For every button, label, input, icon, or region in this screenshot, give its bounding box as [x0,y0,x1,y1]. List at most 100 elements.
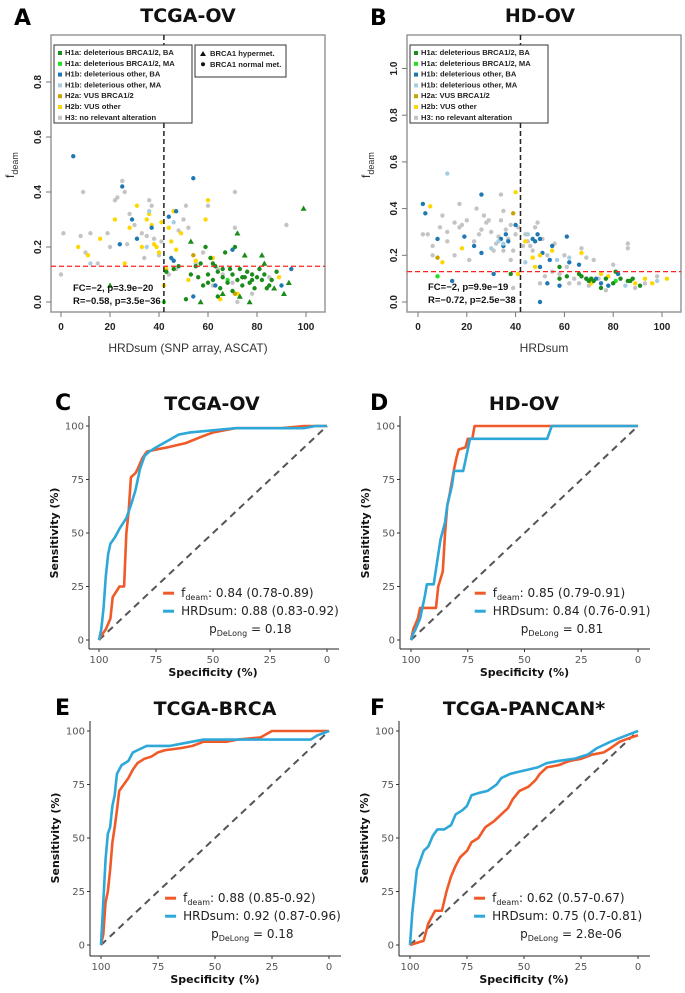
data-point-H3 [532,225,538,230]
data-point-H2a [191,253,196,258]
data-point-H1b_BA [166,214,171,219]
data-point-H2b [276,275,282,280]
panel-letter: B [370,6,387,31]
shape-legend-entry: BRCA1 normal met. [210,60,281,69]
delong-pvalue: pDeLong = 0.18 [211,927,293,943]
legend-swatch [414,115,418,120]
data-point-H1a_BA [198,261,203,266]
data-point-H3 [467,257,472,263]
data-point-H1a_BA [564,274,570,279]
data-point-H2b [428,204,433,209]
legend-auc: : 0.85 (0.79-0.91) [520,586,626,600]
data-point-H1a_BA [222,250,228,255]
stats-text: FC=−2, p=9.9e−19 [428,282,508,293]
data-point-H1b_BA [279,283,284,288]
y-tick-label: 0.2 [389,248,400,262]
chart-title: TCGA-OV [164,393,260,415]
stats-text: FC=−2, p=3.9e−20 [73,283,153,294]
data-point-H1a_BA [249,272,255,277]
legend-auc: : 0.84 (0.76-0.91) [545,604,651,618]
data-point-H1a_BA [254,275,260,280]
data-point-H3 [58,272,64,277]
pvalue-value: = 0.18 [249,927,293,941]
data-point-H1b_BA [289,266,294,272]
data-point-H3 [501,208,506,214]
data-point-H3 [503,227,509,232]
legend-entry: H2b: VUS other [421,102,477,111]
data-point-H3 [205,203,211,208]
data-point-H2b [154,244,159,250]
legend-auc: : 0.62 (0.57-0.67) [519,891,625,905]
data-point-H3 [528,243,533,249]
data-point-H3 [232,189,238,195]
legend-swatch [58,72,62,77]
data-point-H1a_BA [262,272,267,277]
data-point-H3 [105,231,110,236]
x-tick-label: 50 [207,655,220,666]
x-tick-label: 0 [635,962,641,973]
data-point-H3 [486,218,491,223]
y-tick-label: 0.4 [389,201,400,215]
roc-curve-HRDsum [409,424,638,641]
pvalue-main: p [521,622,529,636]
x-tick-label: 75 [461,962,474,973]
y-tick-label: 1.0 [389,61,400,75]
data-point-triangle-H1a_BA [236,293,243,299]
y-tick-label: 0.4 [33,185,44,199]
x-tick-label: 80 [608,322,620,333]
legend-auc: : 0.88 (0.83-0.92) [233,604,339,618]
data-point-H3 [437,225,443,230]
data-point-H1a_BA [164,269,169,274]
data-point-H3 [127,211,132,217]
y-axis-label: Sensitivity (%) [358,793,371,884]
data-point-H1b_BA [557,283,562,288]
data-point-H1b_MA [496,239,501,244]
data-point-H1a_BA [208,255,213,261]
y-tick-label: 0.0 [389,295,400,309]
y-tick-label: 25 [381,887,394,898]
data-point-H3 [611,262,616,267]
data-point-triangle-H1a_BA [241,252,248,258]
data-point-triangle-H1a_BA [285,279,292,285]
data-point-triangle-H1a_BA [261,260,268,266]
legend-entry: H1a: deleterious BRCA1/2, BA [65,48,174,57]
data-point-H3 [642,281,648,286]
y-tick-label: 50 [381,834,394,845]
data-point-H2b [632,281,638,286]
data-point-H3 [471,239,477,244]
data-point-H3 [513,232,518,237]
data-point-H3 [457,201,462,207]
data-point-H1b_MA [525,232,530,237]
data-point-H3 [235,299,240,305]
data-point-H1b_BA [471,243,477,249]
data-point-H1a_BA [603,276,609,281]
data-point-H2b [134,203,140,208]
data-point-H1a_BA [227,266,233,272]
data-point-H1a_BA [579,274,584,279]
y-tick-label: 0 [388,941,394,952]
y-tick-label: 0.0 [33,295,44,309]
x-tick-label: 80 [251,322,263,333]
data-point-H3 [80,189,86,195]
x-tick-label: 40 [510,322,522,333]
data-point-H1a_BA [252,286,257,291]
y-tick-label: 100 [375,727,394,738]
data-point-H1a_BA [220,266,225,272]
legend-entry-HRDsum: HRDsum: 0.88 (0.83-0.92) [181,604,339,618]
data-point-H2b [178,231,184,236]
y-axis-label-main: f [359,174,373,178]
data-point-H2b [127,225,132,230]
x-axis-label: HRDsum (SNP array, ASCAT) [108,341,267,355]
data-point-H3 [186,225,191,230]
legend-entry-fdeam: fdeam: 0.84 (0.78-0.89) [181,586,313,602]
plot-frame [50,34,326,313]
data-point-H2b [513,190,518,195]
data-point-H1a_BA [557,264,562,270]
data-point-H1b_BA [537,236,543,242]
x-tick-label: 75 [150,655,163,666]
y-tick-label: 25 [72,887,85,898]
data-point-H1b_MA [523,260,528,265]
data-point-H2b [186,277,191,283]
data-point-H3 [479,227,484,232]
